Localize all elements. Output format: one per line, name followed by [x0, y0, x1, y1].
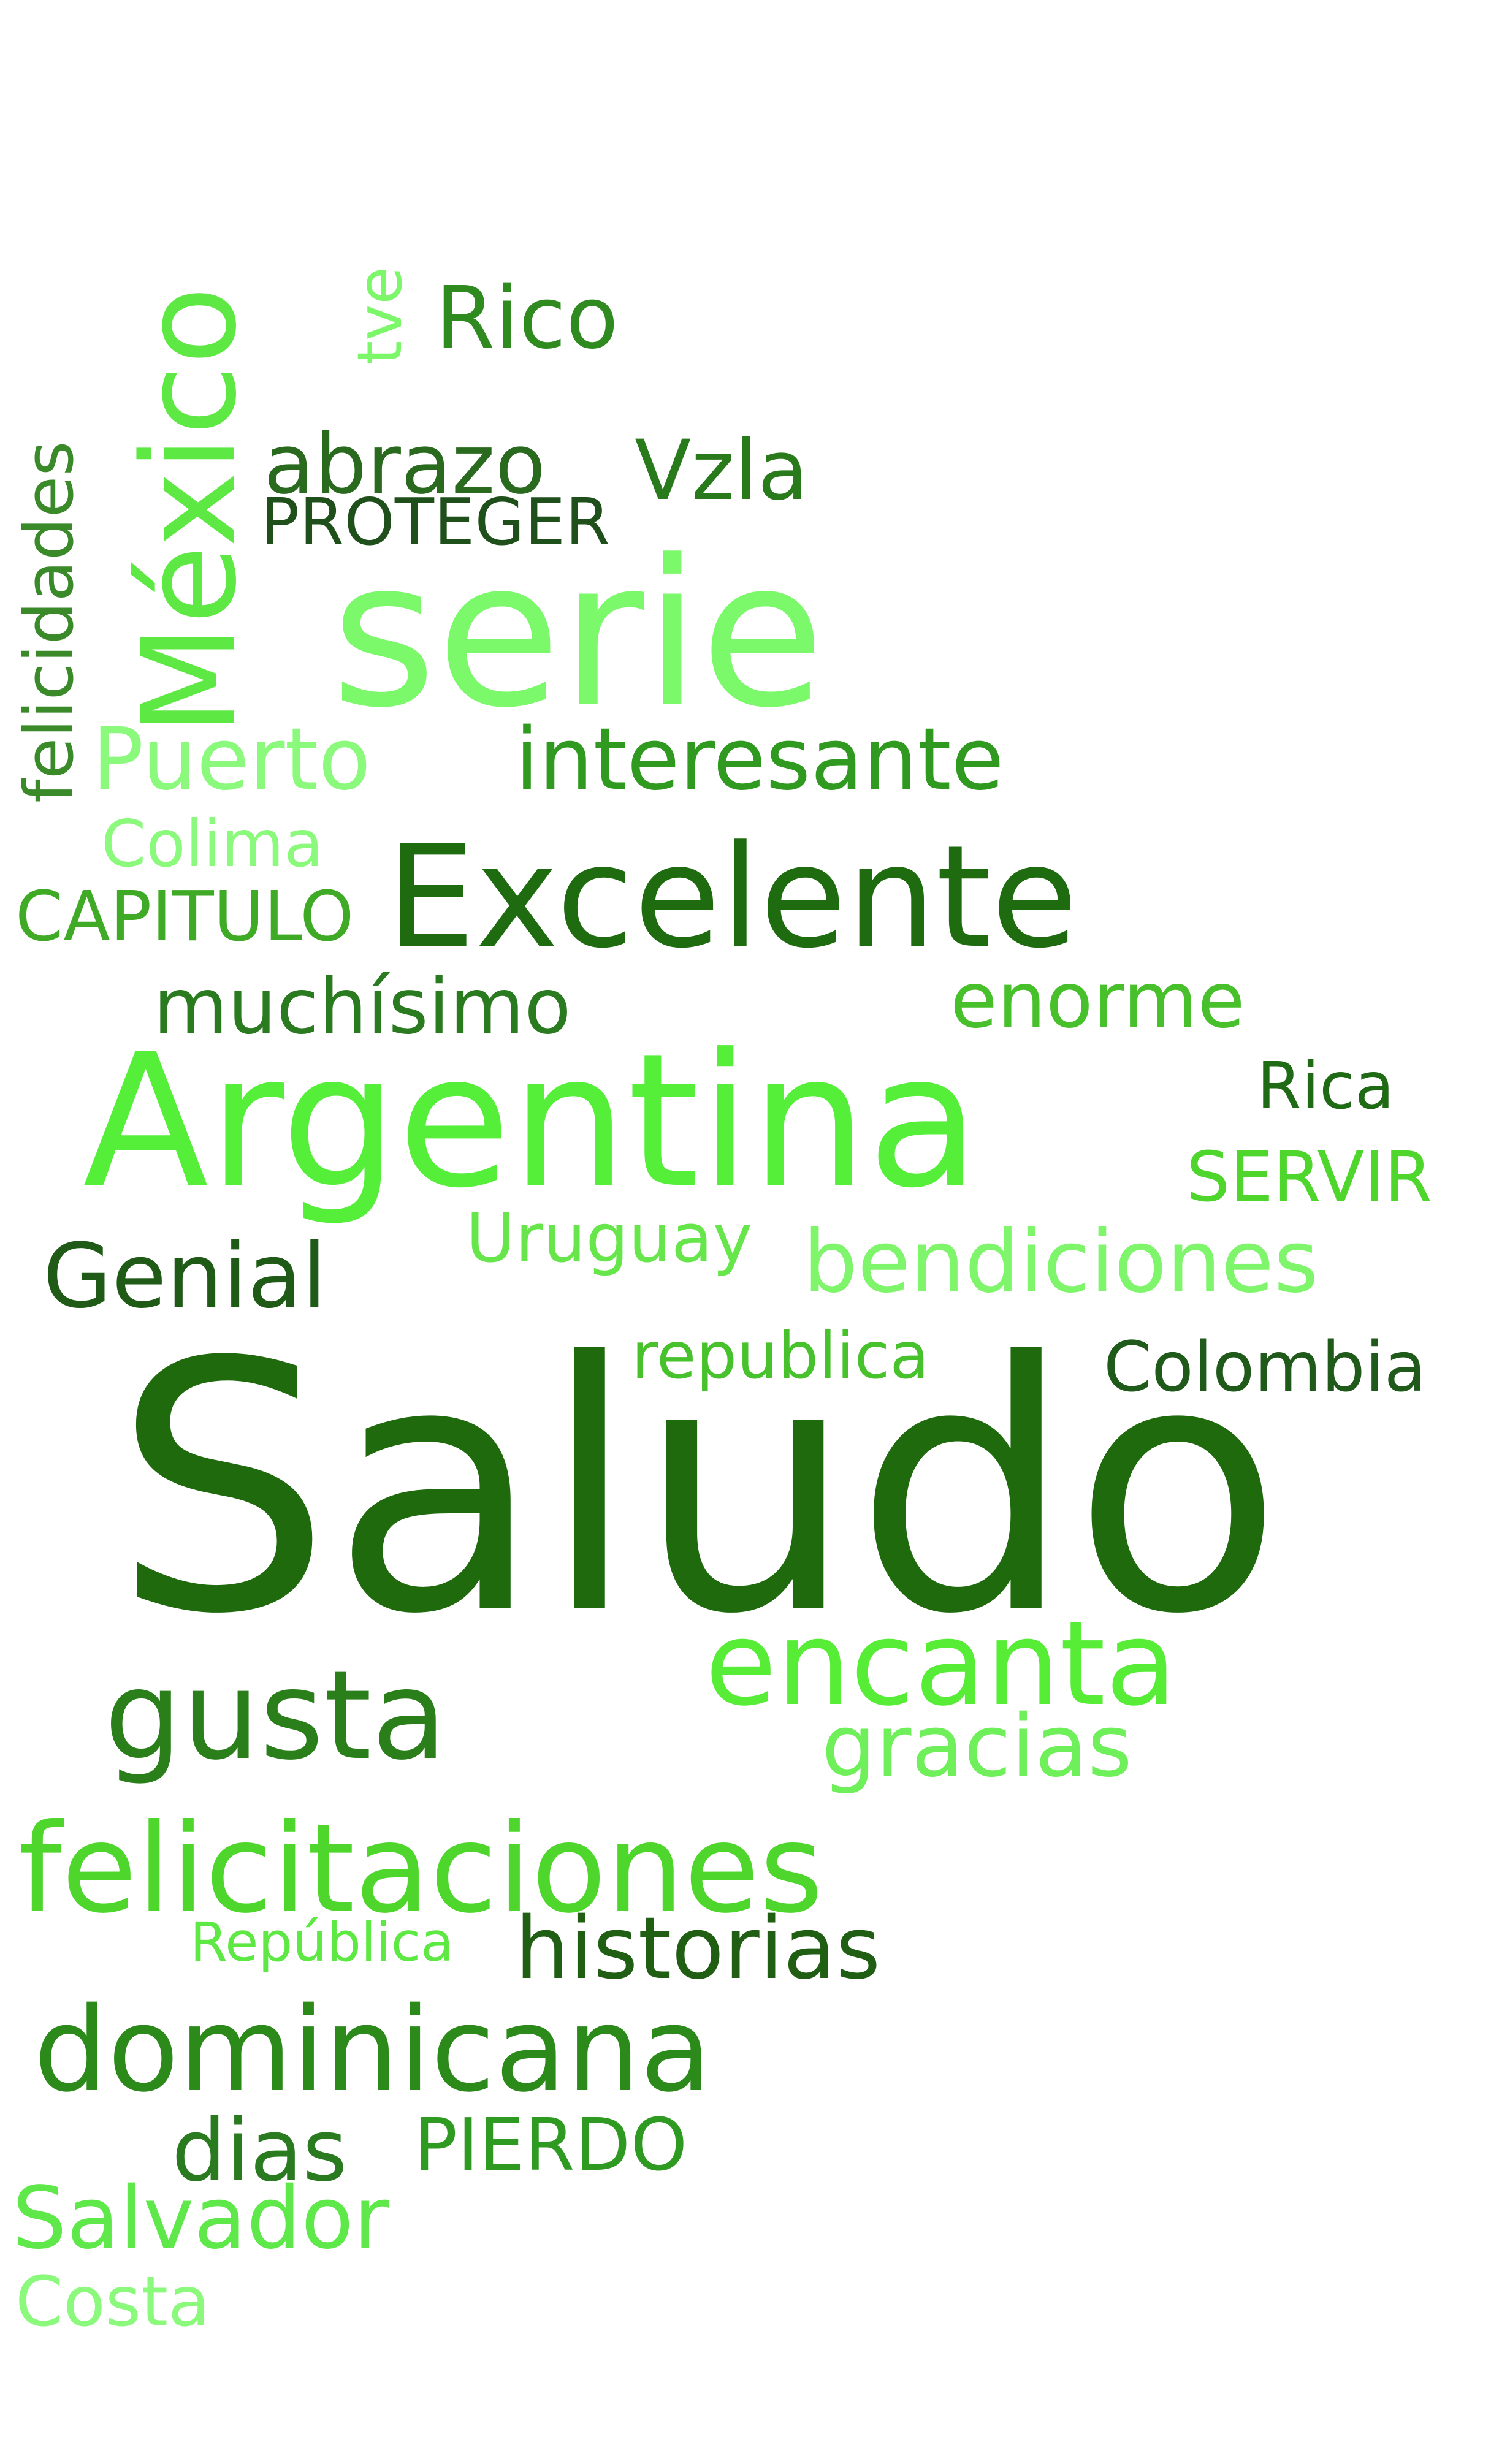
word-servir: SERVIR — [1186, 1138, 1433, 1217]
word-gracias: gracias — [822, 1697, 1132, 1797]
word-pierdo: PIERDO — [414, 2102, 688, 2187]
word-argentina: Argentina — [83, 1014, 980, 1228]
word-felicitaciones: felicitaciones — [18, 1798, 823, 1941]
word-interesante: interesante — [515, 710, 1004, 810]
word-dominicana: dominicana — [34, 1982, 712, 2118]
word-encanta: encanta — [705, 1596, 1177, 1732]
word-saludo: Saludo — [113, 1290, 1283, 1689]
word-genial: Genial — [43, 1225, 327, 1328]
word-republica: republica — [631, 1318, 929, 1393]
word-dias: dias — [172, 2101, 348, 2201]
word-puerto: Puerto — [92, 710, 371, 810]
word-tve: tve — [344, 267, 416, 365]
word-colima: Colima — [101, 807, 324, 881]
word-excelente: Excelente — [386, 816, 1078, 979]
word-proteger: PROTEGER — [261, 485, 611, 560]
word-mexico: México — [115, 286, 265, 736]
word-rica: Rica — [1257, 1049, 1395, 1124]
word-serie: serie — [331, 517, 825, 752]
word-enorme: enorme — [950, 956, 1245, 1045]
word-salvador: Salvador — [12, 2169, 389, 2268]
word-costa: Costa — [15, 2262, 210, 2342]
word-muchisimo: muchísimo — [153, 962, 571, 1051]
word-rico: Rico — [435, 268, 619, 368]
word-historias: historias — [515, 1899, 881, 1999]
word-abrazo: abrazo — [264, 416, 546, 512]
word-felicidades: felicidades — [10, 441, 88, 803]
word-gusta: gusta — [104, 1645, 447, 1787]
word-vzla: Vzla — [635, 422, 809, 519]
word-uruguay: Uruguay — [466, 1199, 753, 1277]
word-colombia: Colombia — [1104, 1328, 1427, 1407]
word-bendiciones: bendiciones — [803, 1212, 1319, 1312]
word-republica: República — [190, 1911, 454, 1974]
word-capitulo: CAPITULO — [15, 877, 354, 957]
